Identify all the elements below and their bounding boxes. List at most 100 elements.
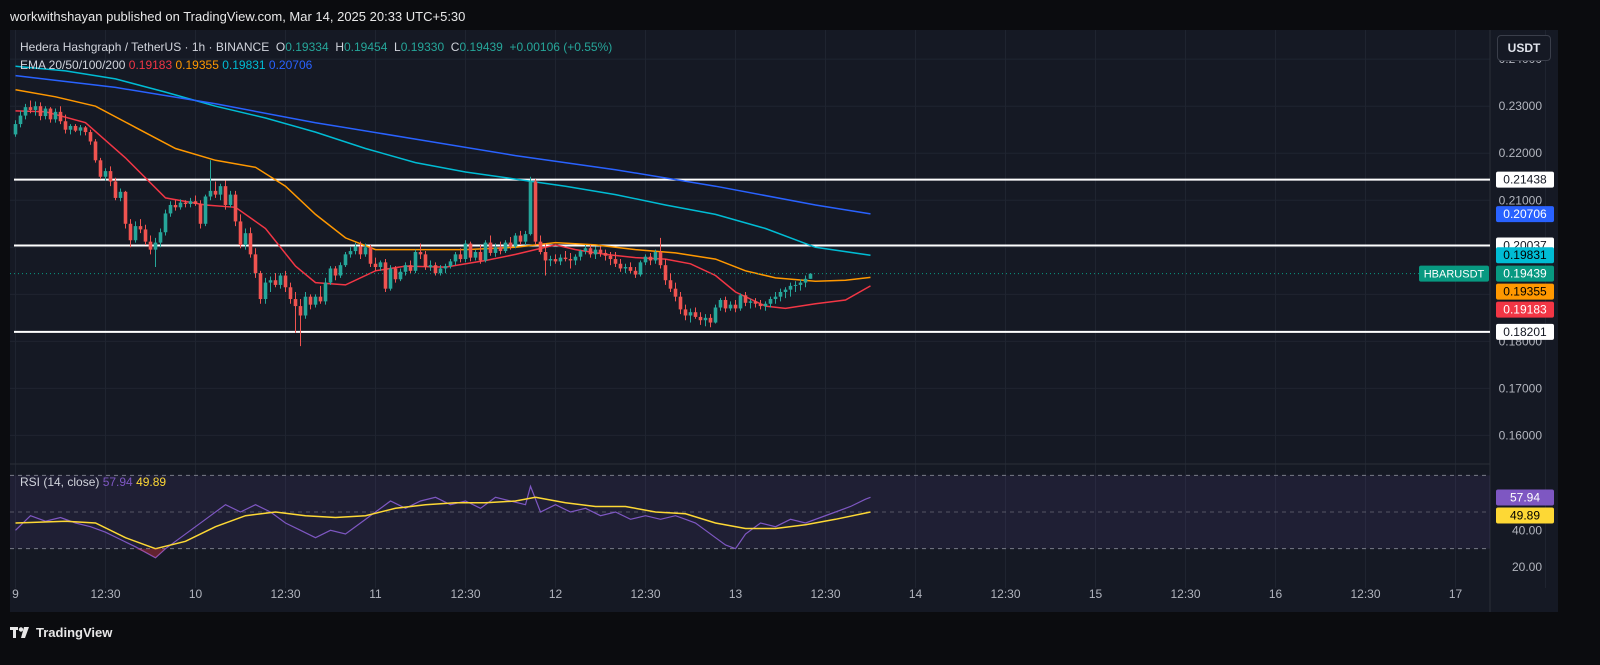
candle — [613, 252, 618, 268]
candle-body — [583, 248, 588, 252]
candle-body — [648, 256, 653, 261]
candle — [668, 273, 673, 292]
candle-body — [103, 171, 108, 177]
candle-body — [588, 248, 593, 255]
candle-body — [308, 296, 313, 305]
candle — [548, 255, 553, 267]
candle — [448, 259, 453, 269]
candle — [693, 307, 698, 319]
candle — [623, 263, 628, 274]
candle-body — [383, 262, 388, 289]
candle-body — [333, 268, 338, 276]
candle-body — [378, 262, 383, 268]
candle-body — [578, 251, 583, 257]
candle-body — [93, 141, 98, 161]
candle — [753, 298, 758, 308]
tradingview-logo-icon — [10, 626, 29, 638]
candle-body — [178, 202, 183, 208]
candle — [73, 124, 78, 133]
candle-body — [323, 282, 328, 302]
time-tick-label: 17 — [1449, 587, 1463, 601]
candle-body — [808, 273, 813, 279]
candle — [133, 221, 138, 243]
candle-body — [558, 257, 563, 262]
candle — [393, 266, 398, 283]
candle-body — [408, 265, 413, 271]
price-tick-label: 0.21000 — [1499, 193, 1543, 207]
candle-body — [168, 204, 173, 214]
candle — [803, 275, 808, 288]
candle — [198, 200, 203, 229]
candle-body — [763, 303, 768, 307]
candle-body — [718, 299, 723, 308]
candle — [468, 241, 473, 262]
candle — [538, 235, 543, 255]
candle — [683, 304, 688, 321]
candle — [598, 246, 603, 257]
candle — [453, 252, 458, 266]
candle — [23, 103, 28, 120]
candle-body — [53, 111, 58, 120]
open-label: O — [275, 40, 286, 54]
candle-body — [533, 181, 538, 242]
chart-pane[interactable]: 0.240000.230000.220000.210000.200000.190… — [10, 30, 1558, 612]
ema-legend-value-2: 0.19831 — [218, 58, 266, 72]
time-tick-label: 12:30 — [810, 587, 840, 601]
candle-body — [688, 312, 693, 316]
candle — [798, 279, 803, 291]
horizontal-levels — [14, 178, 1490, 333]
candle-body — [503, 242, 508, 252]
candle — [543, 243, 548, 276]
time-tick-label: 12:30 — [1350, 587, 1380, 601]
candle-body — [508, 242, 513, 247]
price-chart-svg[interactable]: 0.240000.230000.220000.210000.200000.190… — [10, 30, 1558, 612]
price-marker-box — [1496, 247, 1554, 264]
candle — [28, 100, 33, 114]
candle-body — [448, 261, 453, 267]
candle-body — [113, 181, 118, 198]
candle — [273, 273, 278, 288]
candle-body — [398, 271, 403, 280]
candle — [528, 176, 533, 236]
candle — [258, 270, 263, 304]
candle — [473, 249, 478, 261]
candle-body — [348, 251, 353, 255]
price-marker-label-3: 0.19355 — [1503, 285, 1547, 299]
candle — [748, 299, 753, 309]
candle-body — [303, 296, 308, 316]
candle — [298, 299, 303, 347]
candle-body — [643, 256, 648, 263]
candle-body — [33, 106, 38, 110]
candle — [218, 183, 223, 201]
candle-body — [273, 280, 278, 285]
candle — [728, 301, 733, 311]
candle — [688, 308, 693, 323]
candle — [433, 262, 438, 276]
candle-body — [443, 266, 448, 269]
rsi-band — [10, 474, 1490, 550]
time-tick-label: 12:30 — [990, 587, 1020, 601]
candle — [553, 254, 558, 264]
candle-body — [393, 268, 398, 280]
candle — [348, 247, 353, 258]
candle — [483, 240, 488, 263]
candle — [193, 195, 198, 206]
tradingview-footer[interactable]: TradingView — [10, 625, 112, 640]
currency-button[interactable]: USDT — [1497, 35, 1551, 61]
ema-legend-value-0: 0.19183 — [128, 58, 173, 72]
candle-body — [693, 312, 698, 317]
level-label-box — [1496, 323, 1554, 340]
candle — [743, 291, 748, 307]
candle — [438, 265, 443, 276]
candle-body — [658, 252, 663, 266]
candle-body — [513, 235, 518, 247]
candle — [318, 285, 323, 304]
candle-body — [613, 259, 618, 264]
candle-body — [663, 265, 668, 281]
ema-legend-value-3: 0.20706 — [265, 58, 313, 72]
candle — [418, 243, 423, 260]
candle-body — [233, 194, 238, 222]
candle-body — [353, 246, 358, 252]
candle — [288, 282, 293, 304]
candle — [323, 277, 328, 305]
